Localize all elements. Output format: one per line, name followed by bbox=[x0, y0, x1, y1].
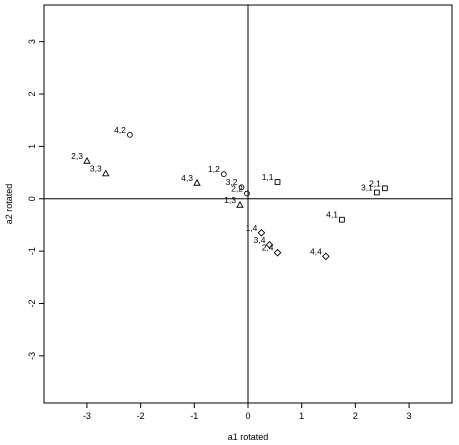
point-label: 2,1 bbox=[369, 178, 381, 188]
point-label: 3,1 bbox=[361, 182, 373, 192]
point-label: 1,2 bbox=[208, 164, 220, 174]
x-tick-label: 2 bbox=[353, 411, 358, 421]
diamond-point bbox=[265, 241, 274, 249]
y-tick-label: 0 bbox=[27, 196, 37, 201]
y-tick-label: -3 bbox=[27, 352, 37, 360]
triangle-point bbox=[83, 156, 91, 164]
point-label: 1,1 bbox=[262, 172, 274, 182]
point-label: 3,4 bbox=[254, 235, 266, 245]
x-tick-label: 1 bbox=[299, 411, 304, 421]
x-tick-label: -2 bbox=[137, 411, 145, 421]
point-label: 4,1 bbox=[326, 210, 338, 220]
square-point bbox=[339, 216, 345, 223]
square-point bbox=[274, 179, 281, 185]
circle-point bbox=[238, 184, 245, 191]
point-label: 4,3 bbox=[181, 173, 193, 183]
square-point bbox=[382, 185, 388, 192]
point-label: 1,3 bbox=[224, 195, 236, 205]
triangle-point bbox=[236, 200, 244, 208]
point-label: 4,2 bbox=[114, 125, 126, 135]
y-tick-label: 1 bbox=[27, 144, 37, 149]
y-tick-label: 2 bbox=[27, 92, 37, 97]
point-label: 3,2 bbox=[226, 177, 238, 187]
y-tick-label: -2 bbox=[27, 299, 37, 307]
circle-point bbox=[127, 132, 133, 138]
y-tick-label: -1 bbox=[27, 247, 37, 255]
x-tick-label: 3 bbox=[407, 411, 412, 421]
point-label: 2,4 bbox=[262, 243, 274, 253]
x-axis-label: a1 rotated bbox=[228, 432, 269, 442]
point-label: 2,3 bbox=[71, 151, 83, 161]
x-tick-label: -1 bbox=[190, 411, 198, 421]
point-label: 2,2 bbox=[231, 184, 243, 194]
y-tick-label: 3 bbox=[27, 39, 37, 44]
diamond-point bbox=[257, 228, 266, 237]
x-tick-label: -3 bbox=[83, 411, 91, 421]
x-tick-label: 0 bbox=[245, 411, 250, 421]
diamond-point bbox=[273, 248, 282, 257]
y-axis-label: a2 rotated bbox=[4, 184, 14, 225]
triangle-point bbox=[193, 178, 201, 186]
circle-point bbox=[220, 171, 227, 178]
circle-point bbox=[244, 190, 250, 197]
diamond-point bbox=[322, 252, 330, 261]
point-label: 3,3 bbox=[90, 164, 102, 174]
point-label: 1,4 bbox=[246, 223, 258, 233]
point-label: 4,4 bbox=[310, 246, 322, 256]
square-point bbox=[373, 189, 380, 196]
triangle-point bbox=[101, 169, 110, 177]
